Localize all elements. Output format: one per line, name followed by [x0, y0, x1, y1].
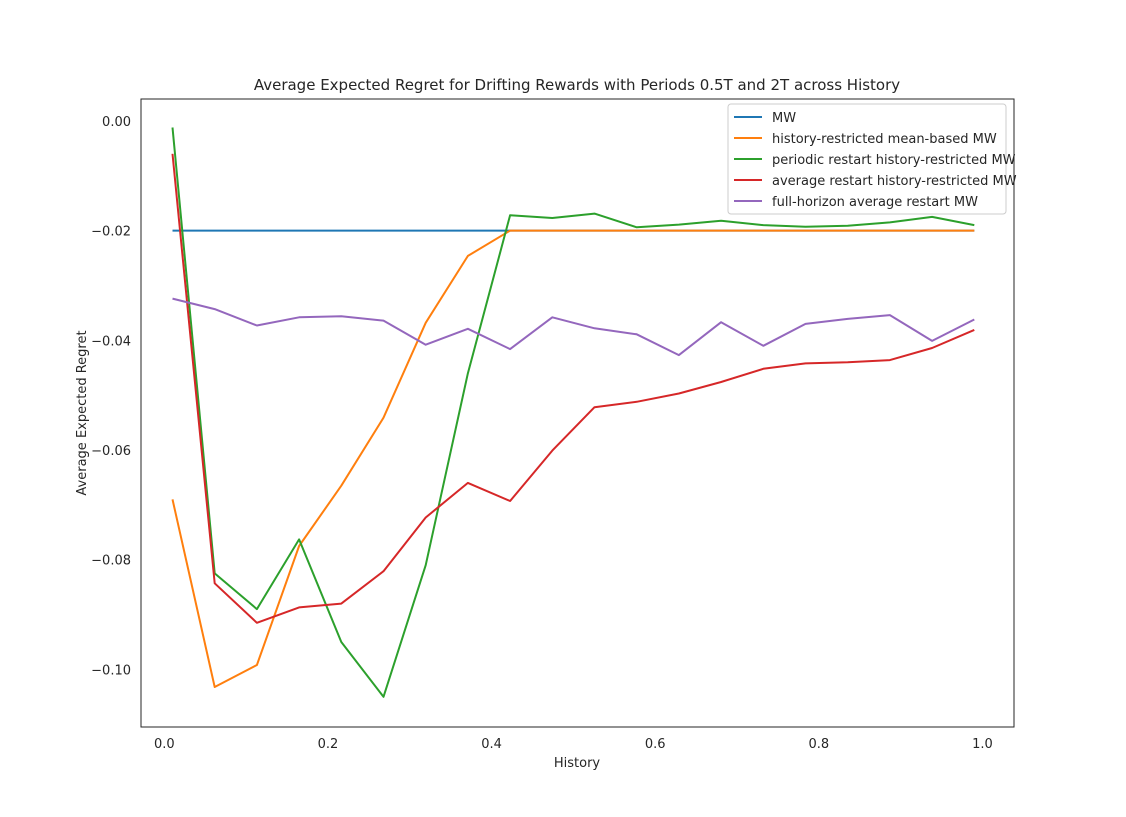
series-line-3 [171, 153, 975, 624]
y-axis-ticks: 0.00 −0.02 −0.04 −0.06 −0.08 −0.10 [91, 115, 131, 678]
y-tick-label: 0.00 [102, 115, 131, 130]
x-tick-label: 0.8 [809, 737, 830, 752]
y-tick-label: −0.04 [91, 334, 131, 349]
y-tick-label: −0.02 [91, 225, 131, 240]
x-tick-label: 0.4 [481, 737, 502, 752]
y-tick-label: −0.08 [91, 554, 131, 569]
x-tick-label: 0.2 [318, 737, 339, 752]
series-line-1 [171, 229, 975, 688]
legend-label: periodic restart history-restricted MW [772, 153, 1016, 168]
y-axis-label: Average Expected Regret [75, 330, 90, 495]
series-line-4 [172, 297, 975, 357]
legend-box [727, 103, 1007, 215]
x-axis-label: History [554, 756, 601, 771]
plot-frame [140, 98, 1015, 728]
y-tick-label: −0.10 [91, 663, 131, 678]
x-axis-ticks: 0.0 0.2 0.4 0.6 0.8 1.0 [154, 737, 993, 752]
x-tick-label: 1.0 [972, 737, 993, 752]
series-line-2 [171, 127, 975, 698]
legend-label: MW [772, 111, 796, 126]
legend-label: history-restricted mean-based MW [772, 132, 997, 147]
legend-label: full-horizon average restart MW [772, 195, 978, 210]
chart-title: Average Expected Regret for Drifting Rew… [254, 76, 900, 94]
legend-label: average restart history-restricted MW [772, 174, 1017, 189]
series-lines [171, 127, 975, 698]
y-tick-label: −0.06 [91, 444, 131, 459]
x-tick-label: 0.6 [645, 737, 666, 752]
legend: MW history-restricted mean-based MW period… [727, 103, 1017, 215]
x-tick-label: 0.0 [154, 737, 175, 752]
